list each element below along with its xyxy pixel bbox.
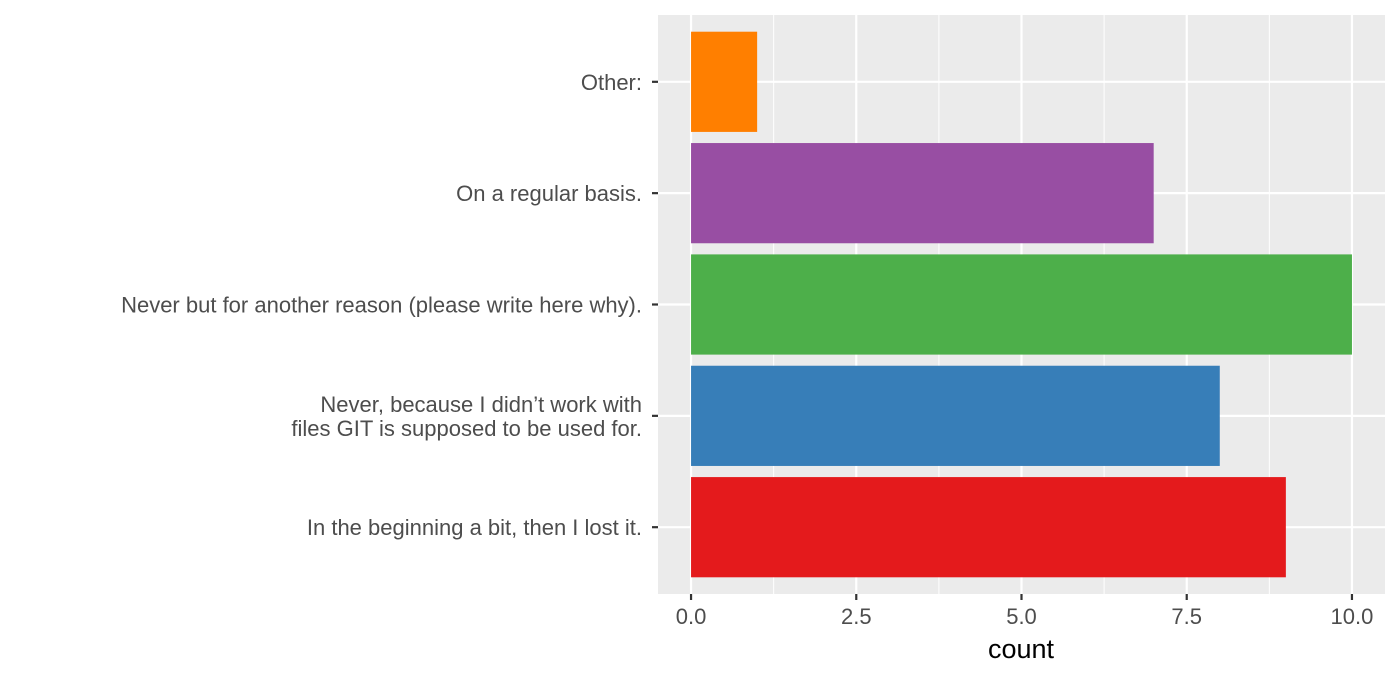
bars [691,31,1352,578]
y-tick-label: Other: [581,70,642,95]
y-tick-label: Never but for another reason (please wri… [121,293,642,318]
bar [691,143,1154,244]
x-axis-title: count [988,634,1055,664]
x-tick-label: 2.5 [841,604,872,629]
bar [691,365,1220,466]
bar [691,31,758,132]
x-tick-label: 7.5 [1171,604,1202,629]
bar [691,254,1352,355]
y-tick-label: On a regular basis. [456,181,642,206]
y-tick-label: Never, because I didn’t work with files G… [291,392,642,441]
y-tick-label: In the beginning a bit, then I lost it. [307,515,642,540]
x-tick-label: 0.0 [676,604,707,629]
x-tick-label: 10.0 [1331,604,1374,629]
x-axis: 0.0 2.5 5.0 7.5 10.0 [676,594,1374,629]
bar [691,477,1286,578]
x-tick-label: 5.0 [1006,604,1037,629]
y-axis: In the beginning a bit, then I lost it. N… [121,70,658,540]
